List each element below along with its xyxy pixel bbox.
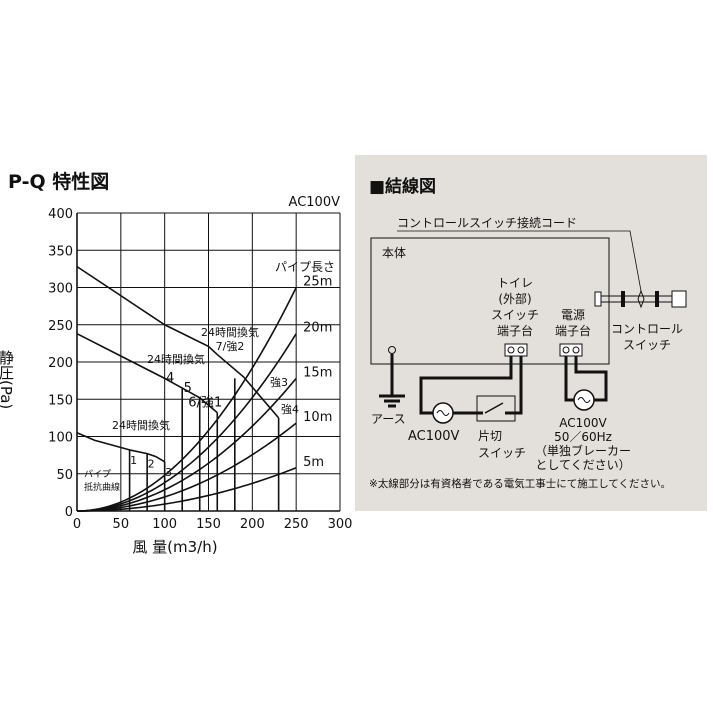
body-label: 本体 xyxy=(382,246,406,260)
pipe-resistance-curve xyxy=(76,422,297,512)
pq-chart: P-Q 特性図 AC100V 0 50 100 150 200 250 300 0 50 100 1… xyxy=(0,170,352,556)
toilet-terminal-label: スイッチ xyxy=(491,308,539,322)
fan-curve-label: 24時間換気 xyxy=(201,325,259,339)
x-tick-label: 150 xyxy=(196,517,221,532)
pipe-length-label: 5m xyxy=(303,455,324,470)
single-pole-switch-icon xyxy=(476,395,516,422)
operating-point-label: 6/強1 xyxy=(188,396,222,411)
switch-label: スイッチ xyxy=(478,446,526,460)
ac-right-label: としてください） xyxy=(535,458,630,472)
x-tick-label: 0 xyxy=(73,517,81,532)
x-tick-label: 100 xyxy=(152,517,177,532)
fan-curve-label: 24時間換気 xyxy=(112,418,170,432)
control-switch-icon xyxy=(594,289,687,309)
installation-note: ※太線部分は有資格者である電気工事士にて施工してください。 xyxy=(369,477,671,490)
pipe-length-label: 25m xyxy=(303,275,332,290)
fan-curve xyxy=(76,432,166,463)
earth-label: アース xyxy=(371,412,406,426)
y-tick-label: 250 xyxy=(48,319,73,334)
x-tick-label: 250 xyxy=(284,517,309,532)
pipe-curve-label: 抵抗曲線 xyxy=(84,481,120,493)
wiring-title: ■結線図 xyxy=(369,176,436,197)
power-terminal-label: 端子台 xyxy=(555,323,591,338)
y-tick-label: 0 xyxy=(65,505,73,520)
ac-right-label: AC100V xyxy=(559,416,607,430)
y-tick-label: 400 xyxy=(48,207,73,222)
earth-terminal-icon xyxy=(388,346,396,354)
y-tick-label: 200 xyxy=(48,356,73,371)
pipe-curve-label: パイプ xyxy=(84,469,111,480)
unit-body-box xyxy=(370,237,610,365)
operating-point-label: 強4 xyxy=(281,403,299,416)
y-tick-label: 350 xyxy=(48,244,73,259)
switch-label: 片切 xyxy=(478,429,502,443)
fan-curve-label: 24時間換気 xyxy=(147,352,205,366)
operating-point-label: 5 xyxy=(184,381,192,396)
y-tick-label: 100 xyxy=(48,431,73,446)
ac-right-label: （単独ブレーカー xyxy=(535,443,631,458)
operating-point-label: 4 xyxy=(166,371,174,386)
y-tick-label: 300 xyxy=(48,282,73,297)
power-terminal-label: 電源 xyxy=(561,308,585,322)
ac-right-label: 50／60Hz xyxy=(554,430,612,444)
fan-curve xyxy=(76,265,280,419)
pipe-length-title: パイプ長さ xyxy=(275,260,335,274)
cord-label: コントロールスイッチ接続コード xyxy=(397,215,577,230)
pipe-length-label: 15m xyxy=(303,365,332,380)
ac-left-label: AC100V xyxy=(408,429,460,444)
operating-point-label: 強3 xyxy=(270,376,288,389)
y-tick-label: 50 xyxy=(56,468,73,483)
control-switch-label: スイッチ xyxy=(623,338,671,352)
x-tick-label: 50 xyxy=(113,517,130,532)
pipe-resistance-curve xyxy=(76,287,297,512)
toilet-terminal-label: トイレ xyxy=(497,276,533,290)
pipe-length-label: 20m xyxy=(303,321,332,336)
pipe-resistance-curve xyxy=(76,467,297,512)
y-axis-label: 静圧(Pa) xyxy=(0,350,15,409)
pipe-length-label: 10m xyxy=(303,410,332,425)
wiring-diagram: ■結線図 コントロールスイッチ接続コード 本体 トイレ (外部) スイッチ 端子… xyxy=(355,155,707,511)
control-switch-label: コントロール xyxy=(611,322,683,336)
fan-curve-label: 7/強2 xyxy=(216,340,245,353)
toilet-terminal-label: 端子台 xyxy=(497,323,533,338)
voltage-label: AC100V xyxy=(289,195,341,210)
y-tick-label: 150 xyxy=(48,393,73,408)
pipe-resistance-curve xyxy=(76,333,297,512)
pipe-resistance-curve xyxy=(76,377,297,512)
operating-point-label: 1 xyxy=(130,454,137,467)
x-tick-label: 200 xyxy=(240,517,265,532)
wiring-svg: ■結線図 コントロールスイッチ接続コード 本体 トイレ (外部) スイッチ 端子… xyxy=(369,176,687,490)
chart-title: P-Q 特性図 xyxy=(8,170,109,193)
x-axis-label: 風 量(m3/h) xyxy=(132,538,217,556)
operating-point-label: 2 xyxy=(148,458,155,471)
x-tick-label: 300 xyxy=(328,517,352,532)
toilet-terminal-label: (外部) xyxy=(498,291,531,306)
